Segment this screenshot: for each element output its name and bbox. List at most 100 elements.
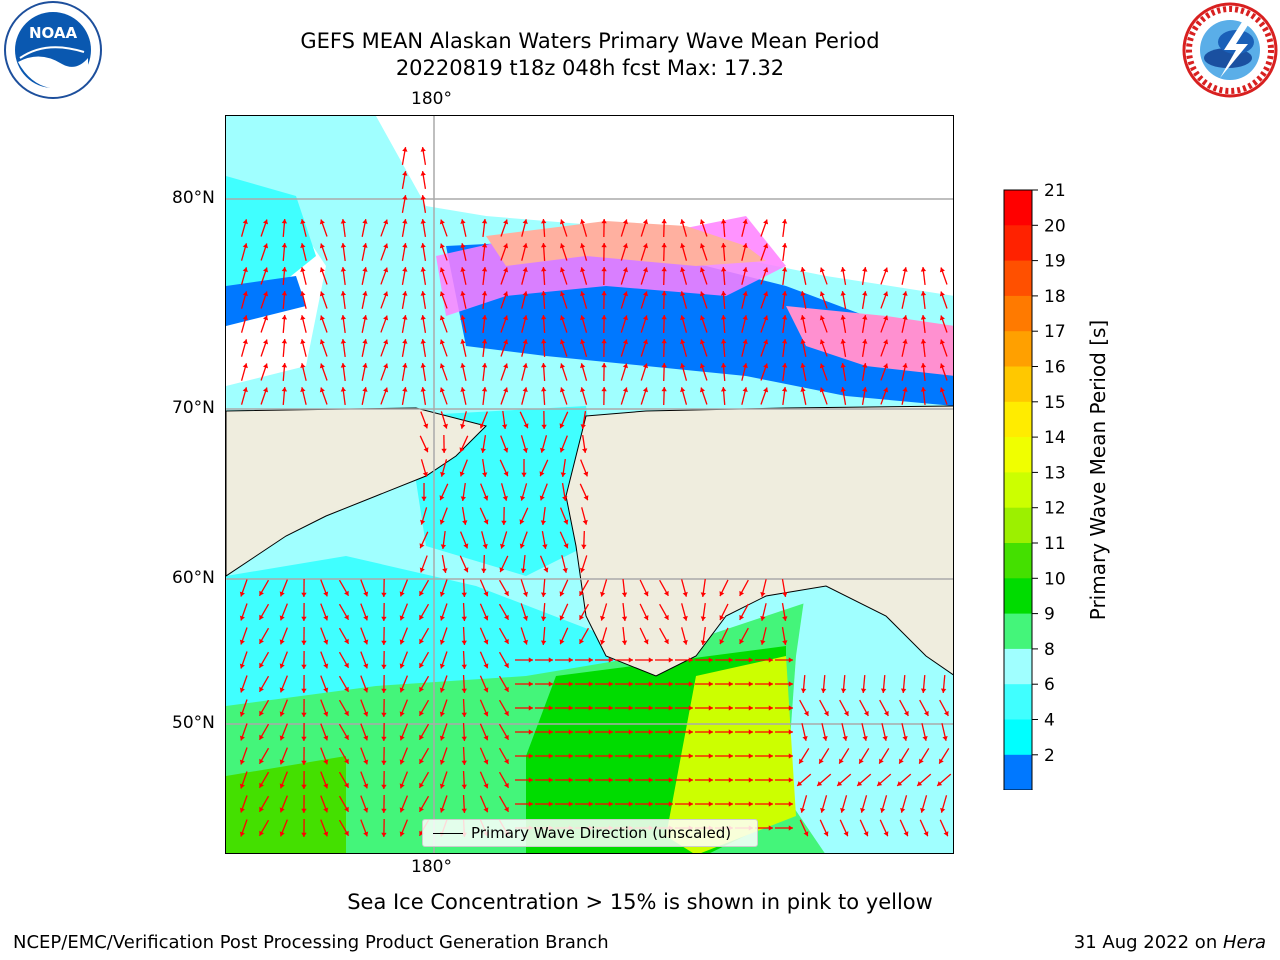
- wave-arrow-head: [782, 616, 788, 621]
- wave-arrow-head: [622, 339, 628, 345]
- wave-arrow-head: [481, 339, 488, 344]
- wave-arrow-head: [281, 243, 288, 248]
- wave-arrow-head: [788, 753, 793, 759]
- wave-arrow-head: [548, 729, 553, 735]
- wave-arrow-head: [522, 639, 529, 645]
- wave-arrow-head: [820, 807, 826, 813]
- wave-arrow-head: [440, 544, 447, 549]
- wave-arrow-head: [668, 777, 673, 783]
- wave-arrow-head: [399, 591, 405, 597]
- wave-arrow-head: [279, 639, 285, 645]
- wave-arrow-head: [797, 781, 803, 786]
- wave-arrow-head: [483, 735, 489, 741]
- wave-arrow-head: [483, 783, 489, 789]
- wave-arrow-head: [708, 657, 713, 663]
- wave-arrow-head: [300, 339, 306, 344]
- wave-arrow-head: [279, 591, 285, 597]
- wave-arrow-head: [748, 657, 753, 663]
- wave-arrow-head: [503, 267, 509, 273]
- wave-arrow-head: [279, 711, 285, 717]
- wave-arrow-head: [559, 423, 565, 429]
- wave-arrow-head: [843, 831, 849, 837]
- wave-arrow-head: [239, 591, 245, 597]
- wave-arrow-head: [344, 662, 349, 668]
- wave-arrow-head: [462, 520, 468, 525]
- colorbar-segment: [1004, 331, 1032, 367]
- wave-arrow-head: [788, 657, 793, 663]
- wave-arrow-head: [504, 782, 509, 788]
- wave-arrow-head: [720, 219, 727, 224]
- wave-arrow-head: [319, 219, 325, 225]
- colorbar-segment: [1004, 260, 1032, 297]
- wave-arrow-head: [768, 681, 773, 687]
- legend-line-swatch: [433, 833, 463, 834]
- wave-arrow-head: [419, 782, 424, 788]
- wave-arrow-head: [362, 243, 368, 248]
- wave-arrow-head: [601, 267, 607, 272]
- wave-arrow-head: [719, 591, 725, 597]
- wave-arrow-head: [781, 267, 788, 272]
- wave-arrow-head: [362, 387, 368, 392]
- wave-arrow-head: [481, 243, 488, 248]
- wave-arrow-head: [601, 219, 607, 224]
- wave-arrow-head: [588, 681, 593, 687]
- wave-arrow-head: [768, 801, 773, 807]
- wave-arrow-head: [463, 567, 469, 573]
- colorbar-tick-label: 13: [1044, 463, 1066, 483]
- wave-arrow-head: [461, 592, 467, 597]
- wave-arrow-head: [301, 832, 307, 837]
- wave-arrow-head: [580, 267, 586, 273]
- wave-arrow-head: [800, 688, 807, 693]
- wave-arrow-head: [263, 219, 269, 225]
- wave-arrow-head: [340, 243, 347, 248]
- wave-arrow-head: [708, 801, 713, 807]
- wave-arrow-head: [642, 219, 649, 225]
- wave-arrow-head: [559, 267, 566, 273]
- wave-arrow-head: [381, 832, 387, 837]
- wave-arrow-head: [323, 615, 329, 621]
- wave-arrow-head: [419, 614, 424, 620]
- wave-arrow-head: [742, 267, 748, 273]
- graticule: [226, 116, 953, 853]
- wave-arrow-head: [263, 339, 269, 345]
- wave-arrow-head: [580, 387, 586, 393]
- wave-arrow-head: [461, 784, 467, 789]
- wave-arrow-head: [503, 243, 509, 249]
- wave-arrow-head: [920, 688, 927, 693]
- wave-arrow-head: [439, 495, 445, 501]
- wave-arrow-head: [481, 363, 488, 368]
- wave-arrow-head: [281, 387, 288, 392]
- wave-arrow-head: [579, 614, 584, 620]
- colorbar-segment: [1004, 648, 1032, 685]
- wave-arrow-head: [803, 710, 809, 716]
- wave-arrow-head: [739, 590, 745, 596]
- wave-arrow-head: [682, 591, 688, 597]
- wave-arrow-head: [362, 363, 368, 368]
- wave-arrow-head: [541, 291, 547, 296]
- wave-arrow-head: [583, 495, 589, 501]
- wave-arrow-head: [528, 657, 533, 663]
- wave-arrow-head: [628, 801, 633, 807]
- wave-arrow-head: [840, 807, 846, 813]
- wave-arrow-head: [621, 592, 628, 597]
- wave-arrow-head: [381, 712, 387, 717]
- wave-arrow-head: [628, 657, 633, 663]
- wave-arrow-head: [568, 705, 573, 711]
- wave-arrow-head: [420, 387, 426, 392]
- wave-arrow-head: [579, 638, 584, 644]
- wave-arrow-head: [520, 568, 527, 573]
- wave-arrow-head: [862, 387, 868, 392]
- wave-arrow-head: [642, 315, 649, 321]
- wave-arrow-head: [301, 736, 307, 741]
- wave-arrow-head: [263, 243, 269, 249]
- wave-arrow-head: [939, 363, 945, 369]
- wave-arrow-head: [788, 681, 793, 687]
- wave-arrow-head: [323, 711, 329, 717]
- wave-arrow-head: [922, 736, 928, 741]
- wave-arrow-head: [763, 219, 769, 225]
- wave-arrow-head: [259, 710, 264, 716]
- wave-arrow-head: [819, 339, 825, 345]
- wave-arrow-head: [823, 831, 829, 837]
- wave-arrow-head: [680, 363, 686, 369]
- wave-arrow-head: [461, 616, 467, 621]
